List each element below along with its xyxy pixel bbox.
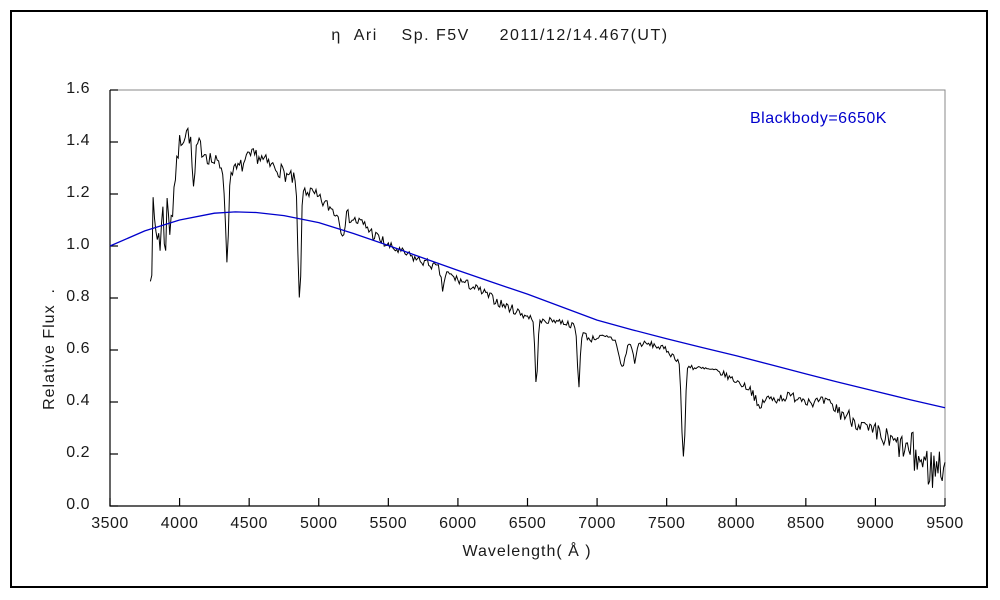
x-tick-label: 6000 <box>439 515 477 532</box>
blackbody-legend-label: Blackbody=6650K <box>750 110 887 127</box>
x-tick-label: 3500 <box>91 515 129 532</box>
y-tick-label: 1.4 <box>66 132 90 149</box>
x-tick-label: 9500 <box>926 515 964 532</box>
spectrum-line <box>149 126 946 488</box>
x-tick-label: 7000 <box>578 515 616 532</box>
y-tick-label: 0.6 <box>66 340 90 357</box>
x-tick-label: 7500 <box>647 515 686 532</box>
y-tick-label: 1.0 <box>66 236 90 253</box>
y-tick-label: 0.2 <box>66 444 90 461</box>
x-tick-label: 4500 <box>230 515 268 532</box>
axes <box>109 90 945 507</box>
x-tick-label: 8500 <box>787 515 825 532</box>
x-tick-label: 9000 <box>856 515 895 532</box>
y-tick-label: 0.8 <box>66 288 90 305</box>
y-tick-label: 0.4 <box>66 392 90 409</box>
x-tick-label: 5500 <box>369 515 408 532</box>
x-tick-label: 4000 <box>160 515 199 532</box>
x-axis-title: Wavelength( Å ) <box>462 543 592 560</box>
chart-title: η Ari Sp. F5V 2011/12/14.467(UT) <box>331 27 669 44</box>
plot-frame <box>110 89 946 506</box>
x-tick-label: 8000 <box>717 515 756 532</box>
y-tick-label: 0.0 <box>66 496 90 513</box>
x-tick-label: 5000 <box>299 515 338 532</box>
y-tick-label: 1.6 <box>66 80 90 97</box>
y-tick-label: 1.2 <box>66 184 90 201</box>
x-tick-label: 6500 <box>508 515 547 532</box>
blackbody-curve <box>109 211 946 409</box>
